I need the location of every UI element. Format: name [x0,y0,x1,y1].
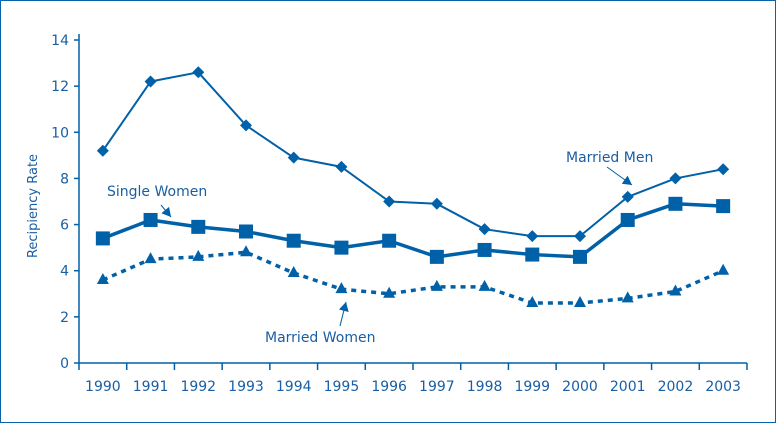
triangle-marker [335,282,348,294]
x-tick-label: 1998 [467,379,503,395]
series-label: Married Women [265,330,375,346]
triangle-marker [717,263,730,275]
series-line [102,250,724,305]
square-marker [525,247,540,262]
y-tick-label: 4 [60,264,69,280]
x-tick-label: 1993 [228,379,264,395]
y-tick-label: 10 [51,125,69,141]
series-line [102,202,724,259]
y-tick-label: 14 [51,33,69,49]
series-layer [95,66,731,308]
square-marker [334,240,349,255]
series-married-men [96,66,730,243]
diamond-marker [192,66,205,79]
annotation-arrowhead-icon [161,206,171,217]
y-tick-label: 2 [60,310,69,326]
triangle-marker [240,245,252,257]
square-marker [239,224,253,239]
x-tick-label: 2000 [562,379,598,395]
series-label: Married Men [566,150,653,166]
triangle-marker [574,296,586,308]
triangle-marker [383,286,396,298]
diamond-marker [383,195,396,208]
x-tick-label: 1996 [371,379,407,395]
triangle-marker [192,249,205,261]
x-tick-label: 2001 [610,379,646,395]
square-marker [668,196,683,211]
square-marker [477,242,492,257]
square-marker [429,249,444,264]
y-tick-label: 8 [60,171,69,187]
x-tick-label: 1991 [133,379,169,395]
diamond-marker [96,144,109,157]
series-label: Single Women [107,184,207,200]
axes: 0 2 4 6 8 10 12 14 1990 1991 1992 1993 1994 1995 1996 1… [51,33,748,395]
y-tick-label: 6 [60,218,69,234]
y-axis-label: Recipiency Rate [26,154,41,258]
x-tick-label: 1995 [324,379,360,395]
triangle-marker [96,272,109,284]
y-tick-label: 0 [60,356,69,372]
x-tick-label: 1994 [276,379,312,395]
diamond-marker [144,75,157,88]
square-marker [716,199,731,214]
diamond-marker [335,160,348,173]
x-tick-label: 1992 [180,379,216,395]
x-tick-label: 2003 [705,379,741,395]
triangle-marker [526,296,539,308]
diamond-marker [621,190,634,203]
triangle-marker [478,279,491,291]
series-single-women [95,196,731,264]
triangle-marker [669,284,682,296]
diamond-marker [717,163,730,176]
diamond-marker [478,223,491,236]
annotation-arrowhead-icon [338,302,349,312]
series-line [102,71,724,238]
triangle-marker [430,279,443,291]
diamond-marker [526,230,539,243]
diamond-marker [430,197,443,210]
y-tick-label: 12 [51,79,69,95]
diamond-marker [240,119,252,132]
diamond-marker [574,230,586,243]
triangle-marker [287,266,300,278]
square-marker [95,231,110,246]
x-tick-label: 1990 [85,379,121,395]
square-marker [143,212,158,227]
diamond-marker [669,172,682,185]
triangle-marker [621,291,634,303]
annotations: Single Women Married Men Married Women [107,150,653,346]
x-tick-label: 1997 [419,379,455,395]
series-married-women [96,245,730,308]
x-tick-label: 1999 [514,379,550,395]
square-marker [573,249,587,264]
x-tick-label: 2002 [658,379,694,395]
square-marker [382,233,397,248]
square-marker [191,219,206,234]
diamond-marker [287,151,300,164]
triangle-marker [144,252,157,264]
annotation-arrowhead-icon [621,175,632,185]
square-marker [620,212,635,227]
square-marker [286,233,301,248]
